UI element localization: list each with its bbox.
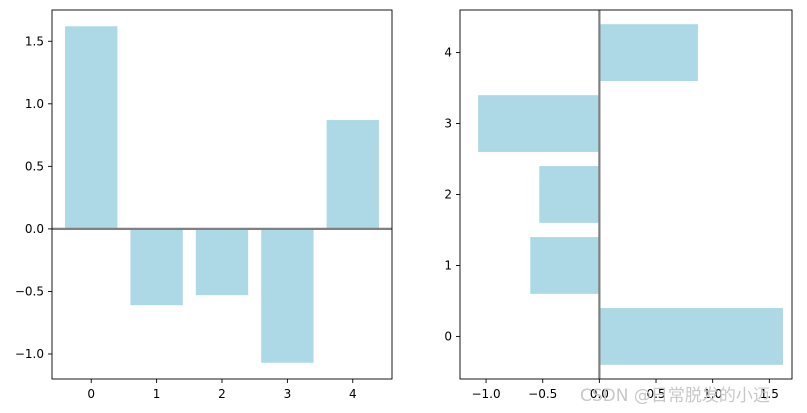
y-tick-label: 1.5 xyxy=(25,34,44,48)
y-tick-label: 4 xyxy=(444,46,452,60)
x-tick-label: 3 xyxy=(284,387,292,401)
x-tick-label: 2 xyxy=(218,387,226,401)
y-tick-label: −1.0 xyxy=(15,347,44,361)
bar-1 xyxy=(530,237,600,294)
bar-4 xyxy=(599,24,698,81)
y-tick-label: −0.5 xyxy=(15,284,44,298)
bar-0 xyxy=(599,308,783,365)
y-tick-label: 1 xyxy=(444,258,452,272)
bar-3 xyxy=(261,228,314,363)
bar-2 xyxy=(539,166,600,223)
y-tick-label: 0.0 xyxy=(25,222,44,236)
bar-2 xyxy=(195,228,249,296)
bar-chart-vertical: 0 1 2 3 4 −1.0 −0.5 0.0 0.5 1.0 1.5 xyxy=(15,9,393,401)
x-tick-label: 0 xyxy=(87,387,95,401)
x-tick-label: 0.0 xyxy=(590,387,609,401)
bar-chart-horizontal: −1.0 −0.5 0.0 0.5 1.0 1.5 0 1 2 3 4 xyxy=(444,9,793,401)
y-tick-label: 0.5 xyxy=(25,159,44,173)
x-tick-label: −1.0 xyxy=(471,387,500,401)
x-tick-label: 1.0 xyxy=(703,387,722,401)
watermark: CSDN @日常脱发的小迈 xyxy=(580,386,770,406)
y-tick-label: 2 xyxy=(444,188,452,202)
x-tick-label: 4 xyxy=(349,387,357,401)
y-tick-label: 3 xyxy=(444,117,452,131)
x-tick-label: 1.5 xyxy=(760,387,779,401)
x-tick-label: 1 xyxy=(153,387,161,401)
bar-4 xyxy=(326,120,379,229)
bar-3 xyxy=(478,95,600,152)
bar-1 xyxy=(130,228,183,306)
x-tick-label: 0.5 xyxy=(646,387,665,401)
bar-0 xyxy=(65,26,118,229)
y-tick-label: 1.0 xyxy=(25,97,44,111)
y-tick-label: 0 xyxy=(444,329,452,343)
x-tick-label: −0.5 xyxy=(528,387,557,401)
